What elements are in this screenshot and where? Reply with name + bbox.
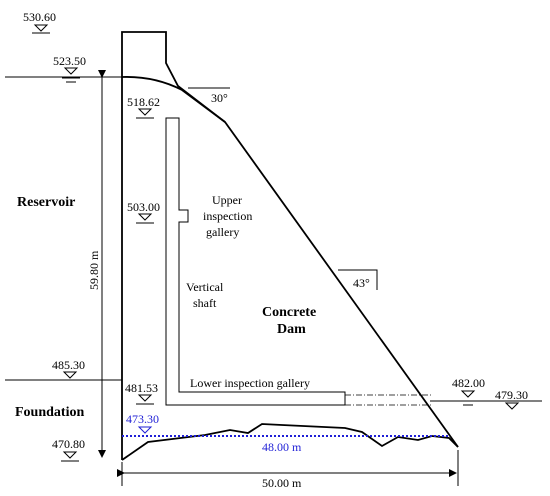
elevation-label-base-top: 473.30: [126, 412, 159, 426]
shaft-label-line2: shaft: [193, 296, 217, 310]
base-width-label: 50.00 m: [262, 476, 302, 490]
upper-gallery-label-line3: gallery: [206, 225, 239, 239]
foundation-width-label: 48.00 m: [262, 440, 302, 454]
height-dimension-label: 59.80 m: [87, 250, 101, 290]
lower-gallery-label: Lower inspection gallery: [190, 376, 310, 390]
lower-slope-angle-label: 43°: [353, 276, 370, 290]
dam-label-line2: Dam: [277, 322, 306, 337]
elevation-marker-normal-water: [62, 67, 80, 83]
elevation-marker-base-bottom: [61, 451, 79, 462]
upper-gallery-label-line1: Upper: [212, 193, 242, 207]
elevation-marker-tailwater: [504, 402, 520, 410]
elevation-label-normal-water: 523.50: [53, 54, 86, 68]
elevation-marker-lower-gallery: [136, 394, 154, 405]
elevation-marker-crest: [32, 24, 50, 34]
elevation-marker-mid-gallery: [136, 213, 154, 224]
elevation-label-slope-break: 518.62: [127, 95, 160, 109]
elevation-marker-downstream: [459, 390, 477, 406]
shaft-label-line1: Vertical: [186, 280, 224, 294]
elevation-label-mid-gallery: 503.00: [127, 200, 160, 214]
lower-slope-angle-marker: [338, 269, 378, 290]
elevation-label-downstream: 482.00: [452, 376, 485, 390]
dam-label-line1: Concrete: [262, 305, 316, 320]
elevation-marker-base-top: [137, 426, 153, 434]
elevation-marker-slope-break: [136, 108, 154, 119]
elevation-label-tailwater: 479.30: [495, 388, 528, 402]
reservoir-label: Reservoir: [17, 195, 75, 210]
dam-outline: [121, 31, 459, 460]
elevation-label-crest: 530.60: [23, 10, 56, 24]
elevation-label-ground: 485.30: [52, 358, 85, 372]
foundation-label: Foundation: [15, 405, 84, 420]
elevation-label-lower-gallery: 481.53: [125, 381, 158, 395]
foundation-rock-contour: [121, 423, 459, 461]
elevation-marker-ground: [62, 371, 78, 379]
upstream-fillet-curve: [121, 76, 226, 123]
upper-gallery-label-line2: inspection: [203, 209, 252, 223]
upper-slope-angle-label: 30°: [211, 91, 228, 105]
vertical-shaft-and-lower-gallery: [165, 117, 346, 406]
elevation-label-base-bottom: 470.80: [52, 437, 85, 451]
